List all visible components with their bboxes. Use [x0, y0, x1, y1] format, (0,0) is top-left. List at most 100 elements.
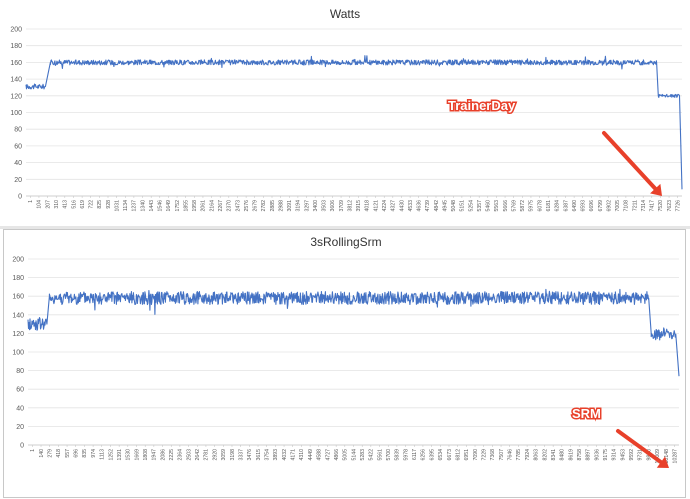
x-tick-label: 516	[71, 200, 77, 209]
x-tick-label: 2576	[244, 200, 250, 212]
x-tick-label: 2503	[186, 449, 192, 461]
x-tick-label: 4636	[417, 200, 423, 212]
x-tick-label: 7785	[516, 449, 522, 461]
x-tick-label: 207	[45, 200, 51, 209]
x-tick-label: 1252	[108, 449, 114, 461]
x-tick-label: 1391	[117, 449, 123, 461]
x-tick-label: 7646	[508, 449, 514, 461]
x-tick-label: 3754	[265, 449, 271, 461]
x-tick-label: 2364	[178, 449, 184, 461]
x-tick-label: 4533	[408, 200, 414, 212]
x-tick-label: 8202	[542, 449, 548, 461]
x-tick-label: 5151	[460, 200, 466, 212]
x-tick-label: 1855	[183, 200, 189, 212]
x-tick-label: 4121	[373, 200, 379, 212]
x-tick-label: 6181	[546, 200, 552, 212]
y-tick-label: 180	[10, 43, 22, 50]
x-tick-label: 5460	[486, 200, 492, 212]
y-tick-label: 140	[10, 77, 22, 84]
y-tick-label: 80	[16, 368, 24, 375]
x-tick-label: 1443	[149, 200, 155, 212]
x-tick-label: 4032	[282, 449, 288, 461]
series-line	[25, 55, 683, 190]
x-tick-label: 1237	[132, 200, 138, 212]
x-tick-label: 6902	[606, 200, 612, 212]
x-tick-label: 2642	[195, 449, 201, 461]
y-tick-label: 0	[18, 194, 22, 201]
chart-title: 3sRollingSrm	[310, 235, 381, 249]
x-tick-label: 5563	[494, 200, 500, 212]
x-tick-label: 3059	[221, 449, 227, 461]
annotation-label: SRM	[572, 406, 601, 421]
x-tick-label: 5048	[451, 200, 457, 212]
x-tick-label: 3091	[287, 200, 293, 212]
x-tick-label: 10148	[664, 449, 670, 464]
x-tick-label: 9314	[612, 449, 618, 461]
arrow-icon	[602, 131, 658, 191]
x-tick-label: 7417	[650, 200, 656, 212]
x-tick-label: 928	[106, 200, 112, 209]
chart-title: Watts	[330, 7, 360, 21]
x-tick-label: 8619	[568, 449, 574, 461]
x-tick-label: 3297	[304, 200, 310, 212]
x-tick-label: 4224	[382, 200, 388, 212]
x-tick-label: 8063	[534, 449, 540, 461]
x-tick-label: 3606	[330, 200, 336, 212]
y-tick-label: 100	[12, 350, 24, 357]
x-tick-label: 3812	[347, 200, 353, 212]
y-tick-label: 20	[14, 177, 22, 184]
x-tick-label: 3476	[247, 449, 253, 461]
watts-chart: Watts 0 20 40 60 80 100 120 140 160 180 200 1 104 207…	[10, 7, 683, 212]
x-tick-label: 4945	[442, 200, 448, 212]
y-tick-label: 200	[10, 27, 22, 34]
y-tick-label: 100	[10, 110, 22, 117]
x-tick-label: 10287	[672, 449, 678, 464]
x-tick-label: 3400	[313, 200, 319, 212]
x-tick-label: 8758	[577, 449, 583, 461]
x-tick-label: 3503	[322, 200, 328, 212]
y-tick-label: 140	[12, 312, 24, 319]
x-tick-label: 8897	[586, 449, 592, 461]
annotation-label: TrainerDay	[448, 98, 516, 113]
x-tick-label: 1649	[166, 200, 172, 212]
x-tick-label: 1530	[126, 449, 132, 461]
x-tick-label: 1808	[143, 449, 149, 461]
y-tick-label: 80	[14, 127, 22, 134]
x-tick-label: 5422	[369, 449, 375, 461]
x-tick-label: 140	[39, 449, 45, 458]
x-tick-label: 696	[74, 449, 80, 458]
x-tick-label: 279	[48, 449, 54, 458]
x-tick-label: 4310	[299, 449, 305, 461]
y-tick-label: 160	[10, 60, 22, 67]
x-tick-label: 6395	[429, 449, 435, 461]
x-tick-label: 5144	[351, 449, 357, 461]
watts-chart-panel: Watts 0 20 40 60 80 100 120 140 160 180 200 1 104 207…	[0, 0, 690, 226]
x-tick-label: 3198	[230, 449, 236, 461]
x-tick-label: 7726	[675, 200, 681, 212]
x-tick-label: 7924	[525, 449, 531, 461]
x-tick-label: 1958	[192, 200, 198, 212]
y-tick-label: 160	[12, 294, 24, 301]
x-tick-label: 1340	[140, 200, 146, 212]
x-tick-label: 2679	[253, 200, 259, 212]
series-line	[27, 288, 680, 377]
x-tick-label: 1947	[152, 449, 158, 461]
x-tick-label: 7623	[667, 200, 673, 212]
x-tick-label: 4327	[391, 200, 397, 212]
arrow-icon	[616, 429, 663, 465]
x-tick-label: 1669	[134, 449, 140, 461]
x-tick-label: 7090	[473, 449, 479, 461]
x-tick-label: 9453	[620, 449, 626, 461]
x-tick-label: 4430	[399, 200, 405, 212]
x-tick-label: 5005	[343, 449, 349, 461]
y-tick-label: 200	[12, 257, 24, 264]
y-tick-label: 120	[10, 93, 22, 100]
x-tick-label: 6117	[412, 449, 418, 460]
x-tick-label: 6951	[464, 449, 470, 461]
x-tick-label: 6812	[455, 449, 461, 461]
x-tick-label: 10009	[655, 449, 661, 464]
x-tick-label: 1031	[114, 200, 120, 212]
x-tick-label: 1113	[100, 449, 106, 460]
x-tick-label: 1	[28, 200, 34, 203]
x-tick-label: 2164	[209, 200, 215, 212]
